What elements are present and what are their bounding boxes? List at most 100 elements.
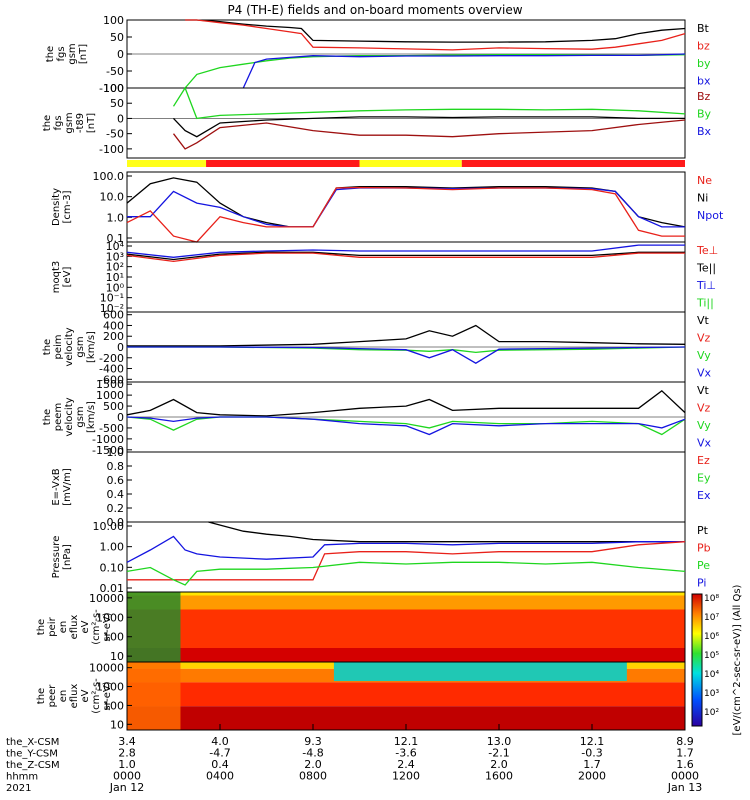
y-tick-label: 50 [110,31,124,44]
y-axis-label: peem [53,403,64,431]
legend-entry: Vy [697,419,711,432]
series-line [126,416,686,436]
legend-entry: by [697,57,711,70]
y-tick-label: 10⁴ [106,240,125,253]
y-axis-label: sr-eV) [102,681,113,710]
y-tick-label: -1000 [92,433,124,446]
y-tick-label: 1500 [96,378,124,391]
y-tick-label: 10 [110,718,124,731]
y-axis-label: velocity [64,397,75,436]
y-axis-label: the [36,688,47,704]
y-axis-label: eV [80,620,91,633]
x-tick-label: 12.1 [394,735,419,748]
legend-entry: Vx [697,437,712,450]
y-tick-label: 0 [117,341,124,354]
legend-entry: Ti|| [696,297,714,310]
y-axis-label: gsm [64,112,75,133]
y-tick-label: 0.2 [107,502,125,515]
legend-entry: Ey [697,472,711,485]
y-tick-label: 100 [103,82,124,95]
series-line [126,535,685,563]
legend-entry: Ti⊥ [696,279,716,292]
y-axis-label: [nT] [78,44,89,64]
legend-entry: Ni [697,192,708,205]
x-tick-label: -4.7 [209,747,230,760]
x-tick-label: -2.1 [488,747,509,760]
legend-entry: Vz [697,402,711,415]
y-axis-label: gsm [75,336,86,357]
series-line [127,541,686,581]
y-tick-label: 10000 [89,592,124,605]
y-tick-label: 50 [110,97,124,110]
x-row-label: the_Z-CSM [6,760,60,771]
panel-density: 100.0 10.0 1.0 0.1 Density [cm-3] Ne Ni Npot [51,170,724,245]
x-tick-label: -4.8 [302,747,323,760]
y-axis-label: the [42,409,53,425]
y-tick-label: 100.0 [93,170,125,183]
y-axis-label: [km/s] [86,331,97,363]
panel-fgs-dsl: 100 50 0 -50 -100 the fgs gsm -t89 [nT] Bz By Bx [42,82,712,159]
y-axis-label: sr-eV) [102,612,113,641]
x-tick-label: 9.3 [304,735,322,748]
y-tick-label: 0.10 [100,561,125,574]
x-tick-label: -3.6 [395,747,416,760]
y-tick-label: 10³ [106,250,124,263]
series-line [126,244,685,258]
mode-bar-segment [127,160,207,167]
y-axis-label: gsm [75,406,86,427]
x-tick-label: 2.0 [490,758,508,771]
y-tick-label: 400 [103,319,124,332]
legend-entry: Npot [697,209,724,222]
y-axis-label: [nT] [86,113,97,133]
spectrogram-early-region [127,592,181,662]
mode-bar-segment [461,160,685,167]
y-tick-label: -1500 [92,444,124,457]
y-tick-label: -500 [99,422,124,435]
y-axis-label: the [42,115,53,131]
y-tick-label: 10⁻¹ [100,292,124,305]
x-tick-label: 2.0 [304,758,322,771]
y-tick-label: -100 [99,143,124,156]
x-tick-label: 4.0 [211,735,229,748]
x-row-label: 2021 [6,783,31,794]
y-axis-label: the [36,619,47,635]
legend-entry: bz [697,40,710,53]
y-tick-label: 100 [103,631,124,644]
panel-e-field: 1.00.80.60.40.20.0 E=-VxB [mV/m] Ez Ey Ex [51,446,711,529]
y-tick-label: 0.8 [107,460,125,473]
colorbar-tick-label: 10⁶ [704,632,719,642]
mode-bar [127,160,685,167]
spectrogram-band [127,609,685,648]
legend-entry: Te⊥ [696,244,718,257]
x-tick-label: 1.7 [583,758,601,771]
x-tick-label: 1.6 [676,758,694,771]
panel-frame [126,171,686,243]
y-tick-label: 10000 [89,662,124,675]
y-tick-label: 10.00 [93,520,125,533]
y-tick-label: 10⁻² [100,302,124,315]
series-line [126,186,685,243]
x-tick-label: 1200 [392,770,420,783]
colorbar-tick-label: 10⁸ [704,594,719,604]
x-tick-label: 1600 [485,770,513,783]
x-tick-label: 0000 [113,770,141,783]
spectrogram-band [127,595,685,610]
plot-title: P4 (TH-E) fields and on-board moments ov… [227,3,522,17]
spectrogram-band [127,682,685,707]
x-tick-label: 8.9 [676,735,694,748]
x-row-label: the_X-CSM [6,737,59,748]
x-tick-label: 0800 [299,770,327,783]
y-tick-label: 1000 [96,611,124,624]
panel-frame [126,521,686,593]
legend-entry: By [697,108,712,121]
mode-bar-segment [206,160,360,167]
y-axis-label: [mV/m] [62,468,73,506]
y-tick-label: 1.0 [107,211,125,224]
y-axis-label: en [58,690,69,703]
y-tick-label: 0 [117,112,124,125]
legend-entry: Vx [697,367,712,380]
y-tick-label: 10² [106,261,124,274]
